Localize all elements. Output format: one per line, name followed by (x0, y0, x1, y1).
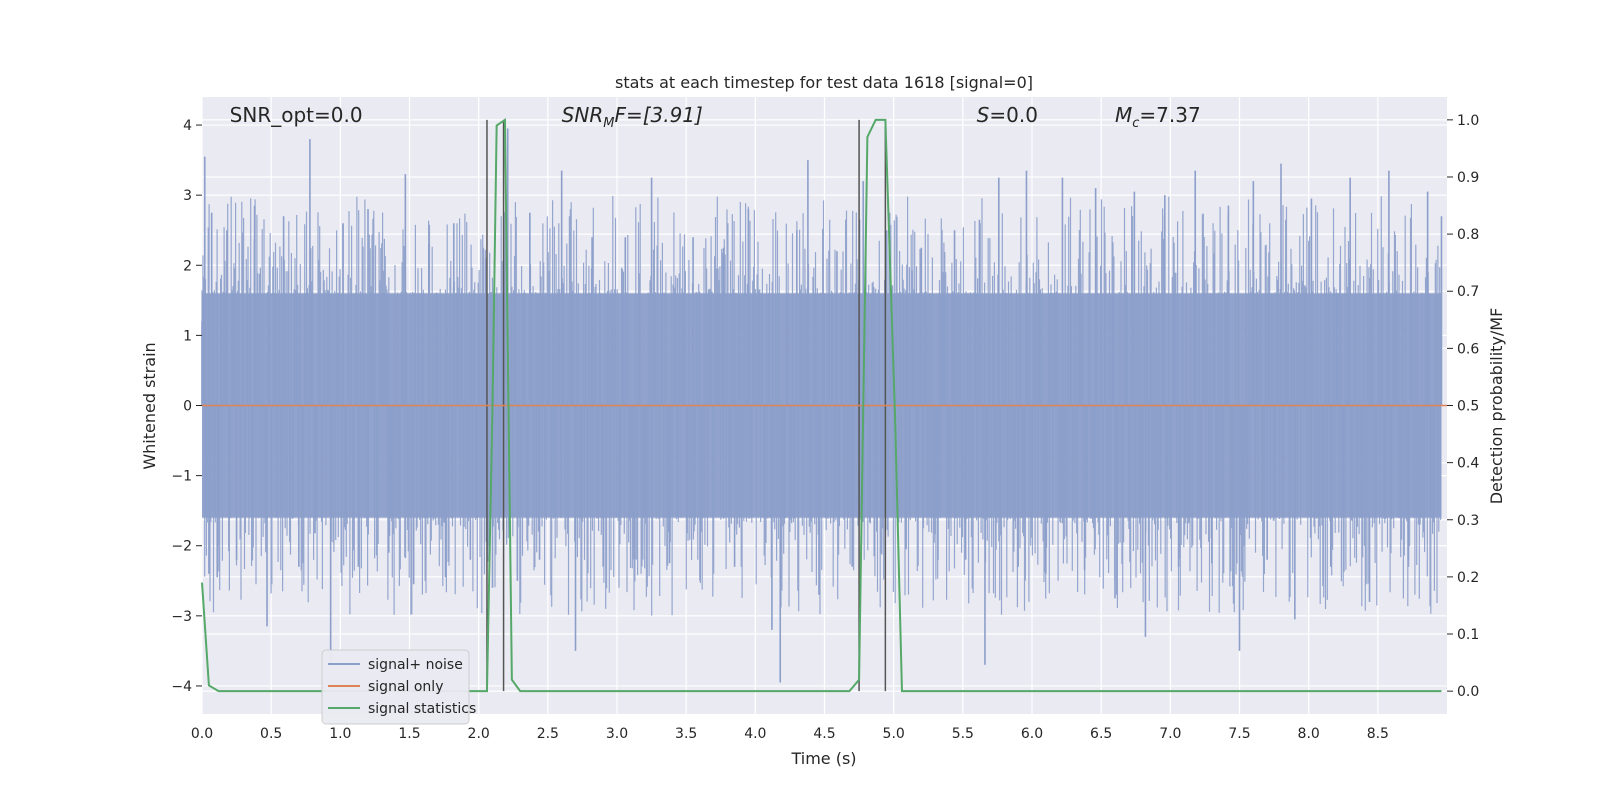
x-tick-label: 2.0 (468, 726, 490, 742)
y-right-tick-label: 0.3 (1457, 513, 1479, 529)
y-right-tick-label: 0.1 (1457, 627, 1479, 643)
x-tick-label: 6.0 (1021, 726, 1043, 742)
y-left-tick-label: 4 (183, 118, 192, 134)
x-tick-label: 2.5 (537, 726, 559, 742)
x-tick-label: 0.5 (260, 726, 282, 742)
y-left-tick-label: 3 (183, 188, 192, 204)
x-tick-label: 8.0 (1298, 726, 1320, 742)
legend-label: signal only (368, 679, 443, 695)
legend: signal+ noise signal only signal statistic… (321, 649, 476, 725)
x-axis-label: Time (s) (790, 749, 856, 768)
y-right-tick-label: 0.8 (1457, 227, 1479, 243)
x-tick-label: 4.0 (744, 726, 766, 742)
x-tick-label: 6.5 (1090, 726, 1112, 742)
legend-label: signal statistics (368, 701, 476, 717)
x-tick-label: 7.0 (1159, 726, 1181, 742)
x-tick-label: 4.5 (813, 726, 835, 742)
y-left-tick-label: −4 (171, 679, 192, 695)
y-right-tick-label: 0.9 (1457, 170, 1479, 186)
y-right-tick-label: 0.7 (1457, 284, 1479, 300)
y-left-tick-label: 2 (183, 258, 192, 274)
x-tick-label: 7.5 (1228, 726, 1250, 742)
x-tick-label: 3.5 (675, 726, 697, 742)
annotation-0: SNR_opt=0.0 (230, 103, 363, 127)
chart-title: stats at each timestep for test data 161… (615, 73, 1033, 92)
legend-box (321, 649, 470, 725)
x-tick-label: 1.5 (398, 726, 420, 742)
y-axis-label-right: Detection probability/MF (1487, 308, 1506, 505)
x-tick-label: 5.0 (883, 726, 905, 742)
x-tick-label: 3.0 (606, 726, 628, 742)
y-right-tick-label: 0.2 (1457, 570, 1479, 586)
y-right-tick-label: 0.6 (1457, 341, 1479, 357)
x-tick-label: 0.0 (191, 726, 213, 742)
y-right-tick-label: 0.4 (1457, 456, 1479, 472)
x-tick-label: 5.5 (952, 726, 974, 742)
legend-label: signal+ noise (368, 657, 463, 673)
annotation-2: S=0.0 (977, 103, 1038, 127)
annotations: SNR_opt=0.0 SNRMF=[3.91] S=0.0 Mc=7.37 (230, 103, 1201, 131)
y-right-tick-label: 0.0 (1457, 684, 1479, 700)
annotation-1: SNRMF=[3.91] (562, 103, 703, 131)
y-left-tick-label: −3 (171, 609, 192, 625)
ticks: 0.0 0.5 1.0 1.5 2.0 2.5 3.0 3.5 4.0 4.5 5.0 5.5 6.0 6… (171, 113, 1479, 742)
x-tick-label: 1.0 (329, 726, 351, 742)
annotation-3: Mc=7.37 (1115, 103, 1201, 131)
y-left-tick-label: 0 (183, 399, 192, 415)
y-left-tick-label: −1 (171, 469, 192, 485)
y-left-tick-label: −2 (171, 539, 192, 555)
x-tick-label: 8.5 (1367, 726, 1389, 742)
y-axis-label-left: Whitened strain (140, 342, 159, 469)
y-right-tick-label: 1.0 (1457, 113, 1479, 129)
y-right-tick-label: 0.5 (1457, 399, 1479, 415)
y-left-tick-label: 1 (183, 328, 192, 344)
